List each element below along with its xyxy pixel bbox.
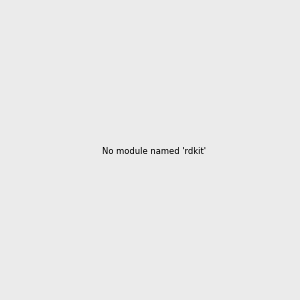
Text: No module named 'rdkit': No module named 'rdkit': [102, 147, 206, 156]
